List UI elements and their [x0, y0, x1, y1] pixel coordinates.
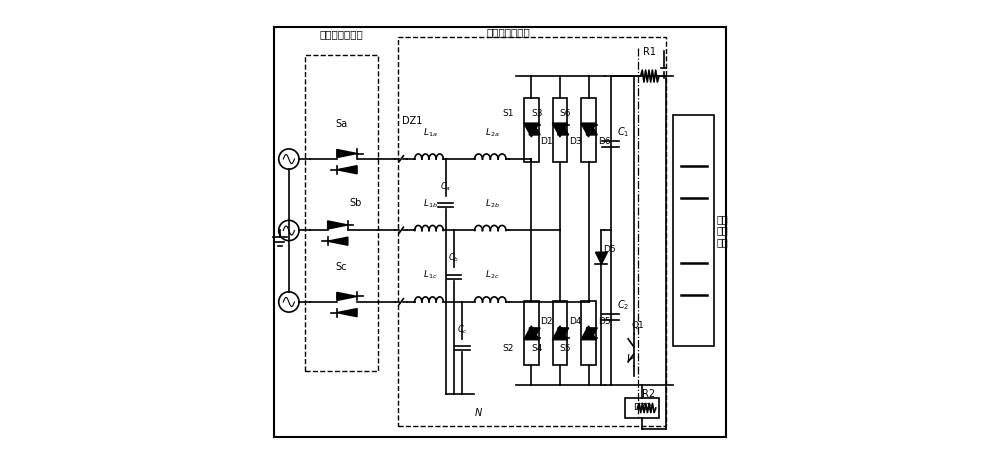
Bar [553, 98, 567, 162]
Polygon shape [586, 328, 597, 338]
Text: S2: S2 [502, 344, 514, 354]
Text: 超级
电容
器组: 超级 电容 器组 [717, 214, 728, 247]
Text: $L_{1b}$: $L_{1b}$ [423, 197, 438, 210]
Bar [673, 115, 714, 346]
Polygon shape [337, 308, 357, 317]
Bar [581, 301, 596, 365]
Text: $C_b$: $C_b$ [448, 252, 460, 265]
Text: Sa: Sa [335, 119, 348, 130]
Polygon shape [581, 123, 596, 137]
Text: 快速并离网开关: 快速并离网开关 [319, 30, 363, 40]
Polygon shape [595, 252, 607, 264]
Polygon shape [586, 125, 597, 135]
Text: D2: D2 [541, 317, 553, 326]
Polygon shape [524, 123, 539, 137]
Polygon shape [328, 237, 348, 245]
Bar [581, 98, 596, 162]
Text: $N$: $N$ [474, 406, 483, 418]
Text: D1: D1 [541, 137, 553, 146]
Text: DZ2: DZ2 [633, 403, 651, 413]
Polygon shape [337, 165, 357, 174]
Bar [553, 301, 567, 365]
Text: $C_c$: $C_c$ [457, 323, 468, 336]
Text: $C_2$: $C_2$ [617, 299, 630, 312]
Text: D4: D4 [569, 317, 582, 326]
Text: S1: S1 [502, 109, 514, 118]
Text: $L_{2a}$: $L_{2a}$ [485, 126, 499, 139]
Text: $L_{2c}$: $L_{2c}$ [485, 269, 499, 282]
Text: S3: S3 [531, 109, 542, 118]
Text: Sc: Sc [335, 262, 347, 272]
Text: S6: S6 [559, 109, 571, 118]
Polygon shape [337, 149, 357, 158]
Polygon shape [581, 326, 596, 340]
Text: R2: R2 [642, 389, 655, 399]
Polygon shape [552, 326, 568, 340]
Bar [524, 98, 539, 162]
Text: D3: D3 [569, 137, 582, 146]
Polygon shape [529, 328, 540, 338]
Text: $C_a$: $C_a$ [440, 180, 451, 193]
Polygon shape [558, 328, 569, 338]
Polygon shape [328, 221, 348, 229]
Text: DZ1: DZ1 [402, 116, 423, 126]
Text: D5: D5 [603, 245, 616, 254]
Text: S4: S4 [531, 344, 542, 354]
Text: $C_1$: $C_1$ [617, 126, 630, 139]
Polygon shape [558, 125, 569, 135]
Polygon shape [337, 292, 357, 301]
Text: $L_{1a}$: $L_{1a}$ [423, 126, 437, 139]
Polygon shape [529, 125, 540, 135]
Text: R1: R1 [643, 47, 656, 57]
Bar [274, 27, 726, 437]
Text: Sb: Sb [349, 198, 362, 208]
Text: S5: S5 [559, 344, 571, 354]
Bar [625, 398, 659, 418]
Text: 三相储能变流器: 三相储能变流器 [486, 27, 530, 37]
Text: $L_{1c}$: $L_{1c}$ [423, 269, 437, 282]
Text: Q1: Q1 [631, 320, 644, 330]
Text: D5: D5 [598, 317, 610, 326]
Bar [398, 37, 666, 426]
Bar [524, 301, 539, 365]
Polygon shape [524, 326, 539, 340]
Bar [305, 55, 378, 371]
Text: $L_{2b}$: $L_{2b}$ [485, 197, 499, 210]
Polygon shape [552, 123, 568, 137]
Text: D6: D6 [598, 137, 610, 146]
